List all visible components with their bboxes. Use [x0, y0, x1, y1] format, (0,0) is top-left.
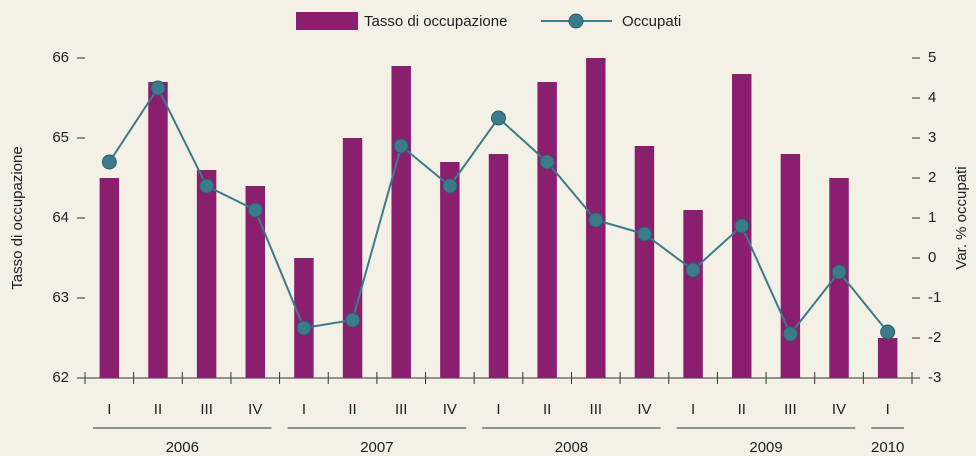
marker — [539, 154, 555, 170]
bar — [342, 138, 363, 378]
legend-marker — [568, 13, 584, 29]
legend-label: Occupati — [622, 13, 681, 30]
bar — [99, 178, 120, 378]
marker — [199, 178, 215, 194]
legend-label: Tasso di occupazione — [364, 13, 507, 30]
group-label: 2010 — [871, 439, 904, 456]
x-tick-label: II — [738, 401, 746, 418]
y2-axis-title: Var. % occupati — [953, 166, 970, 269]
marker — [150, 80, 166, 96]
x-tick-label: IV — [832, 401, 846, 418]
y2-tick-label: 4 — [928, 89, 936, 106]
y2-tick-label: 1 — [928, 209, 936, 226]
x-tick-label: III — [395, 401, 408, 418]
y-tick-label: 66 — [52, 49, 69, 66]
x-tick-label: I — [107, 401, 111, 418]
bar — [391, 66, 411, 378]
y-tick-label: 65 — [52, 129, 69, 146]
x-tick-label: I — [886, 401, 890, 418]
y2-tick-label: 3 — [928, 129, 936, 146]
x-tick-label: II — [543, 401, 551, 418]
y2-tick-label: 0 — [928, 249, 936, 266]
marker — [101, 154, 117, 170]
x-tick-label: I — [302, 401, 306, 418]
bar — [294, 258, 314, 378]
bar — [196, 170, 217, 378]
bar — [537, 82, 557, 378]
group-label: 2006 — [166, 439, 199, 456]
y-axis-title: Tasso di occupazione — [9, 146, 26, 289]
group-label: 2007 — [360, 439, 393, 456]
y-tick-label: 62 — [52, 369, 69, 386]
y-tick-label: 63 — [52, 289, 69, 306]
y2-tick-label: -3 — [928, 369, 941, 386]
marker — [734, 218, 750, 234]
bar — [683, 210, 703, 378]
marker — [393, 138, 409, 154]
x-tick-label: II — [348, 401, 356, 418]
y2-tick-label: -2 — [928, 329, 941, 346]
x-tick-label: IV — [637, 401, 651, 418]
x-tick-label: III — [784, 401, 797, 418]
bar — [634, 146, 655, 378]
x-tick-label: IV — [248, 401, 262, 418]
marker — [345, 312, 361, 328]
marker — [491, 110, 506, 126]
marker — [636, 226, 652, 242]
x-tick-label: III — [590, 401, 603, 418]
marker — [588, 212, 604, 228]
bar — [780, 154, 801, 378]
marker — [831, 264, 847, 280]
x-tick-label: II — [154, 401, 162, 418]
x-tick-label: III — [200, 401, 213, 418]
y2-tick-label: 2 — [928, 169, 936, 186]
marker — [880, 324, 896, 340]
marker — [685, 262, 701, 278]
marker — [782, 326, 798, 342]
marker — [296, 320, 312, 336]
x-tick-label: IV — [443, 401, 457, 418]
y2-tick-label: 5 — [928, 49, 936, 66]
y2-tick-label: -1 — [928, 289, 941, 306]
x-tick-label: I — [691, 401, 695, 418]
group-label: 2008 — [555, 439, 588, 456]
legend-swatch — [296, 12, 358, 30]
bar — [877, 338, 898, 378]
group-label: 2009 — [749, 439, 782, 456]
bar — [148, 82, 168, 378]
marker — [442, 178, 458, 194]
bar — [245, 186, 265, 378]
bar — [488, 154, 509, 378]
bar — [440, 162, 460, 378]
marker — [247, 202, 263, 218]
y-tick-label: 64 — [52, 209, 69, 226]
x-tick-label: I — [496, 401, 500, 418]
